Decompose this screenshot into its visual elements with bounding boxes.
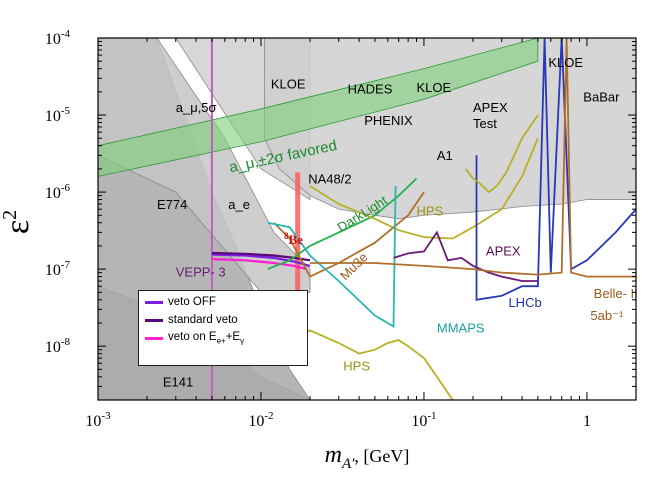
curve-vepp-3-veto-on-e-e-e-gamma: [211, 258, 307, 271]
curve-vepp-3-veto-off: [211, 253, 311, 267]
axis-ticks: 10-3 10-2 10-1 1 10-8 10-7 10-6 10-5 10-4: [45, 28, 637, 430]
label-e141: E141: [163, 374, 193, 389]
y-tick-label: 10-6: [45, 182, 71, 202]
curve-belle-ii-5ab-1: [310, 38, 636, 278]
label-mu3e: Mu3e: [337, 250, 371, 284]
curve-apex: [393, 230, 538, 282]
legend-label: standard veto: [168, 314, 238, 326]
curve-hps-lower: [289, 329, 454, 400]
label-kloe: KLOE: [548, 55, 583, 70]
label-hps: HPS: [417, 203, 444, 218]
y-axis-label-superscript: 2: [0, 210, 21, 220]
label-5ab: 5ab⁻¹: [590, 308, 624, 323]
region-a-e: [98, 38, 311, 201]
label-hps: HPS: [343, 359, 370, 374]
label-mmaps: MMAPS: [437, 321, 485, 336]
label-phenix: PHENIX: [364, 113, 413, 128]
x-tick-label: 10-3: [85, 410, 111, 430]
region-beam-dump-wedge: [98, 38, 311, 293]
label-apex: APEX: [473, 100, 508, 115]
x-tick-exponent: -3: [101, 410, 111, 422]
legend-item-veto-on-energy: veto on Ee++Eγ: [145, 329, 244, 347]
amu-favored-band: [98, 38, 539, 177]
curve-apex-test-kloe-boundary: [464, 114, 539, 194]
label-kloe: KLOE: [271, 77, 306, 92]
label-test: Test: [473, 116, 497, 131]
label-babar: BaBar: [583, 89, 620, 104]
y-tick-exponent: -7: [61, 259, 71, 271]
legend-swatch-veto-on: [145, 336, 163, 340]
legend-item-standard-veto: standard veto: [145, 311, 238, 329]
y-axis-label: ε2: [0, 210, 36, 234]
x-tick-label: 10-2: [248, 410, 273, 430]
x-tick-label: 1: [583, 413, 591, 430]
curve-mmaps: [267, 185, 397, 329]
y-tick-exponent: -4: [61, 28, 71, 40]
label-a1: A1: [437, 148, 453, 163]
y-tick-label: 10-5: [45, 105, 71, 125]
label-hades: HADES: [348, 82, 393, 97]
y-tick-exponent: -6: [61, 182, 71, 194]
x-tick-exponent: -2: [264, 410, 273, 422]
label-na48-2: NA48/2: [308, 171, 351, 186]
curve-lhcb: [475, 38, 636, 301]
x-axis-label-units: , [GeV]: [354, 446, 409, 466]
label-e774: E774: [157, 197, 187, 212]
legend-swatch-standard-veto: [145, 318, 163, 322]
label-vepp-3: VEPP- 3: [176, 265, 226, 280]
x-axis-label: mA′, [GeV]: [325, 442, 410, 472]
legend: veto OFF standard veto veto on Ee++Eγ: [138, 290, 308, 366]
y-tick-exponent: -5: [61, 105, 71, 117]
plot-frame: [97, 37, 637, 401]
band-amu-favored: [98, 38, 539, 177]
legend-swatch-veto-off: [145, 300, 163, 304]
label-lhcb: LHCb: [508, 295, 541, 310]
legend-label: veto on Ee++Eγ: [168, 330, 245, 346]
label-apex: APEX: [486, 244, 521, 259]
label-a-e: a_e: [228, 197, 250, 212]
label-8be-mass-number: 8: [284, 231, 289, 241]
x-tick-exponent: -1: [427, 410, 436, 422]
y-tick-label: 10-7: [45, 259, 71, 279]
y-tick-label: 10-8: [45, 336, 71, 356]
y-tick-exponent: -8: [61, 336, 71, 348]
legend-item-veto-off: veto OFF: [145, 293, 216, 311]
x-tick-label: 10-1: [411, 410, 436, 430]
curve-darklight: [267, 177, 418, 270]
label-belle-ii: Belle- II: [594, 286, 638, 301]
label-8be-symbol: Be: [289, 232, 304, 247]
label-8be: 8Be: [284, 231, 303, 247]
legend-label: veto OFF: [168, 296, 216, 308]
label-a-5: a_μ,5σ: [176, 100, 217, 115]
x-axis-label-subscript: A′: [341, 456, 355, 472]
label-kloe: KLOE: [417, 80, 452, 95]
y-tick-label: 10-4: [45, 28, 71, 48]
